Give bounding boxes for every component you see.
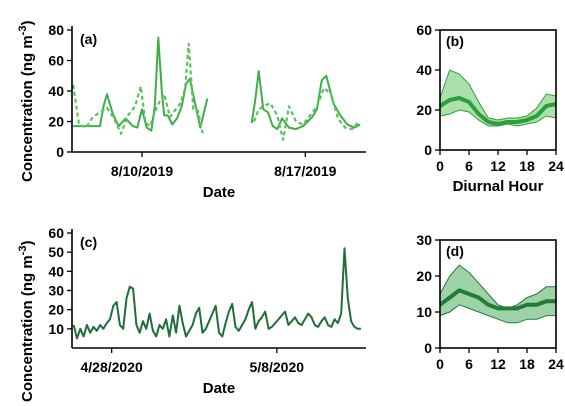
y-tick-label: 0 <box>56 144 64 160</box>
x-axis-title: Date <box>203 380 236 397</box>
x-tick-label: 8/17/2019 <box>274 163 336 179</box>
y-axis-title-bottom: Concentration (ng m-3) <box>17 241 36 402</box>
x-axis-title: Date <box>203 184 236 201</box>
x-tick-label: 18 <box>519 356 535 372</box>
x-tick-label: 0 <box>436 158 444 174</box>
y-tick-label: 20 <box>48 302 64 318</box>
y-tick-label: 50 <box>48 244 64 260</box>
x-tick-label: 6 <box>465 356 473 372</box>
series-line-2 <box>250 70 361 131</box>
x-tick-label: 24 <box>548 158 564 174</box>
x-tick-label: 6 <box>465 158 473 174</box>
panel-label: (b) <box>446 33 464 49</box>
x-tick-label: 18 <box>519 158 535 174</box>
panel-c-chart: 10 20 30 40 50 60 4/28/2020 5/8/2020 (c) Date <box>48 225 366 397</box>
y-tick-label: 30 <box>48 283 64 299</box>
y-tick-label: 10 <box>416 304 432 320</box>
x-tick-label: 8/10/2019 <box>111 163 173 179</box>
mean-line <box>438 288 556 311</box>
x-tick-label: 5/8/2020 <box>250 359 305 375</box>
y-tick-label: 20 <box>48 114 64 130</box>
x-tick-label: 0 <box>436 356 444 372</box>
panel-a-chart: 0 20 40 60 80 8/10/2019 8/17/2019 (a) Date <box>48 22 366 201</box>
x-tick-label: 24 <box>548 356 564 372</box>
y-tick-label: 60 <box>48 225 64 241</box>
y-tick-label: 80 <box>48 22 64 38</box>
panel-label: (a) <box>80 31 97 47</box>
y-tick-label: 20 <box>416 102 432 118</box>
mean-line <box>438 96 557 126</box>
y-axis-title-top: Concentration (ng m-3) <box>17 21 36 182</box>
y-tick-label: 40 <box>416 62 432 78</box>
y-tick-label: 30 <box>416 232 432 248</box>
panel-d-chart: 0 10 20 30 0 6 12 18 24 (d) <box>416 232 564 372</box>
panel-label: (d) <box>446 243 464 259</box>
x-tick-label: 12 <box>490 158 506 174</box>
y-tick-label: 10 <box>48 321 64 337</box>
y-tick-label: 40 <box>48 263 64 279</box>
y-tick-label: 60 <box>416 22 432 38</box>
x-tick-label: 12 <box>490 356 506 372</box>
y-tick-label: 40 <box>48 83 64 99</box>
series-line-4 <box>252 86 360 141</box>
y-tick-label: 60 <box>48 53 64 69</box>
y-tick-label: 20 <box>416 268 432 284</box>
series-line-1 <box>72 247 361 340</box>
panel-b-chart: 0 20 40 60 0 6 12 18 24 (b) Diurnal Hour <box>416 22 564 195</box>
y-tick-label: 0 <box>424 142 432 158</box>
x-axis-title: Diurnal Hour <box>453 178 544 195</box>
x-tick-label: 4/28/2020 <box>80 359 142 375</box>
panel-label: (c) <box>80 234 97 250</box>
y-tick-label: 0 <box>424 340 432 356</box>
series-line-3 <box>72 42 204 135</box>
